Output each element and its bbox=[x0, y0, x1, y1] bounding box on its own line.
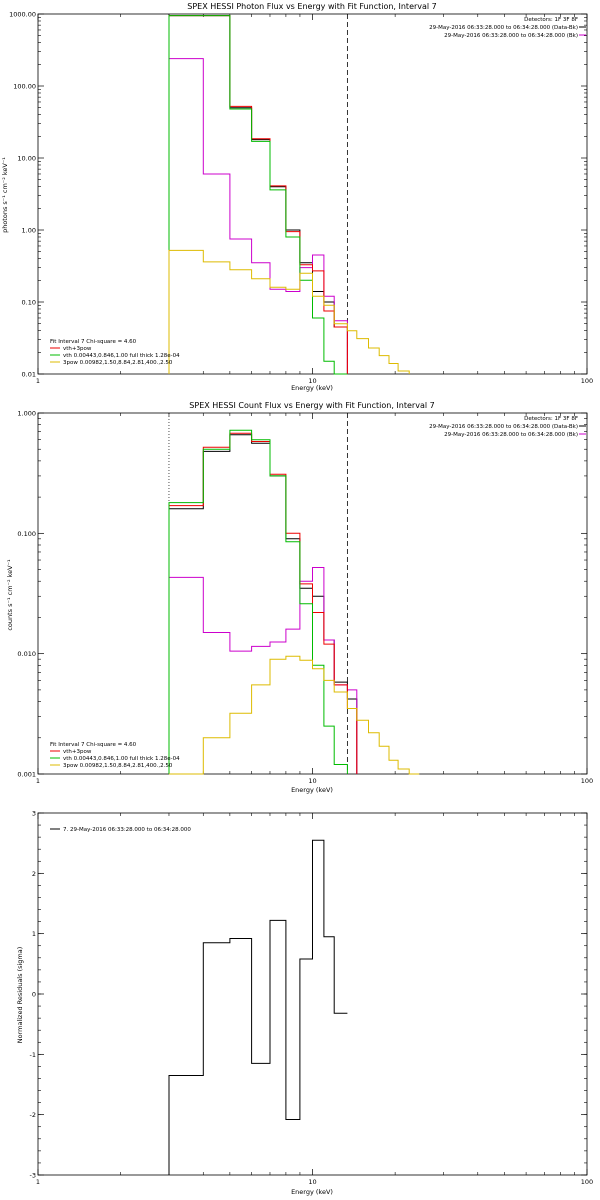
residuals-x-tick-label: 1 bbox=[36, 1178, 40, 1186]
residuals-x-axis-label: Energy (keV) bbox=[291, 1188, 333, 1196]
count-y-tick-label: 0.001 bbox=[17, 771, 36, 779]
residuals-y-tick-label: -3 bbox=[30, 1172, 36, 1180]
residuals-panel: Energy (keV) Normalized Residuals (sigma… bbox=[16, 810, 593, 1197]
photon-legend-label: vth+3pow bbox=[63, 346, 92, 352]
photon-x-axis-label: Energy (keV) bbox=[291, 384, 333, 392]
photon-legend-label: 3pow 0.00982,1.50,8.84,2.81,400.,2.50 bbox=[63, 360, 173, 366]
residuals-y-tick-label: -1 bbox=[30, 1051, 36, 1059]
photon-y-tick-label: 0.10 bbox=[22, 299, 36, 307]
photon-flux-panel: SPEX HESSI Photon Flux vs Energy with Fi… bbox=[1, 2, 593, 392]
photon-x-tick-label: 100 bbox=[581, 377, 593, 385]
count-x-tick-label: 1 bbox=[36, 777, 40, 785]
residuals-x-tick-label: 100 bbox=[581, 1178, 593, 1186]
photon-y-tick-label: 10.00 bbox=[17, 155, 36, 163]
photon-series-vth-3pow bbox=[168, 15, 348, 374]
residuals-x-tick-label: 10 bbox=[308, 1178, 316, 1186]
photon-series-vth-0-00443-0-846-1- bbox=[168, 15, 348, 375]
count-x-tick-label: 10 bbox=[308, 777, 316, 785]
photon-series-3pow-0-00982-1-50-8- bbox=[168, 249, 410, 374]
photon-header-line-2: 29-May-2016 06:33:28.000 to 06:34:28.000… bbox=[444, 33, 578, 39]
count-flux-title: SPEX HESSI Count Flux vs Energy with Fit… bbox=[189, 401, 434, 410]
count-legend-label: vth 0.00443,0.846,1.00 full thick 1.28e-… bbox=[63, 756, 180, 762]
count-header-line-2: 29-May-2016 06:33:28.000 to 06:34:28.000… bbox=[444, 432, 578, 438]
count-y-tick-label: 1.000 bbox=[17, 410, 36, 418]
count-series-data-bk bbox=[168, 434, 358, 774]
count-flux-panel: SPEX HESSI Count Flux vs Energy with Fit… bbox=[6, 401, 593, 794]
photon-detectors-label: Detectors: 1F 3F 8F bbox=[524, 17, 578, 23]
photon-y-axis-label: photons s⁻¹ cm⁻² keV⁻¹ bbox=[1, 157, 9, 233]
count-x-axis-label: Energy (keV) bbox=[291, 786, 333, 794]
photon-series-data-bk bbox=[168, 15, 348, 374]
count-legend-label: vth+3pow bbox=[63, 749, 92, 755]
photon-y-tick-label: 100.00 bbox=[13, 83, 36, 91]
residuals-y-tick-label: 0 bbox=[32, 991, 36, 999]
photon-y-tick-label: 0.01 bbox=[22, 371, 36, 379]
photon-x-tick-label: 10 bbox=[308, 377, 316, 385]
residuals-y-tick-label: 1 bbox=[32, 930, 36, 938]
count-header-line-1: 29-May-2016 06:33:28.000 to 06:34:28.000… bbox=[429, 424, 578, 430]
count-y-axis-label: counts s⁻¹ cm⁻² keV⁻¹ bbox=[6, 559, 14, 631]
count-x-tick-label: 100 bbox=[581, 777, 593, 785]
residuals-y-tick-label: 2 bbox=[32, 870, 36, 878]
photon-header-line-1: 29-May-2016 06:33:28.000 to 06:34:28.000… bbox=[429, 25, 578, 31]
count-y-tick-label: 0.100 bbox=[17, 530, 36, 538]
photon-x-tick-label: 1 bbox=[36, 377, 40, 385]
residuals-y-tick-label: 3 bbox=[32, 810, 36, 818]
photon-y-tick-label: 1.00 bbox=[22, 227, 36, 235]
residuals-y-axis-label: Normalized Residuals (sigma) bbox=[16, 947, 24, 1044]
residuals-y-tick-label: -2 bbox=[30, 1111, 36, 1119]
photon-y-tick-label: 1000.00 bbox=[9, 11, 36, 19]
count-y-tick-label: 0.010 bbox=[17, 650, 36, 658]
photon-series-bk bbox=[168, 58, 348, 374]
count-series-3pow-0-00982-1-50-8- bbox=[169, 655, 420, 775]
photon-legend-label: vth 0.00443,0.846,1.00 full thick 1.28e-… bbox=[63, 353, 180, 359]
residuals-legend-label: 7. 29-May-2016 06:33:28.000 to 06:34:28.… bbox=[63, 827, 191, 833]
count-detectors-label: Detectors: 1F 3F 8F bbox=[524, 416, 578, 422]
count-series-vth-0-00443-0-846-1- bbox=[168, 429, 348, 774]
count-fit-info: Fit Interval 7 Chi-square = 4.60 bbox=[50, 742, 137, 748]
count-legend-label: 3pow 0.00982,1.50,8.84,2.81,400.,2.50 bbox=[63, 763, 173, 769]
residuals-series-7-29-may-2016-06-33- bbox=[168, 839, 348, 1175]
photon-fit-info: Fit Interval 7 Chi-square = 4.60 bbox=[50, 339, 137, 345]
photon-flux-title: SPEX HESSI Photon Flux vs Energy with Fi… bbox=[187, 2, 437, 11]
count-series-bk bbox=[168, 567, 358, 774]
photon-plot-frame bbox=[37, 13, 588, 375]
count-series-vth-3pow bbox=[168, 432, 358, 774]
